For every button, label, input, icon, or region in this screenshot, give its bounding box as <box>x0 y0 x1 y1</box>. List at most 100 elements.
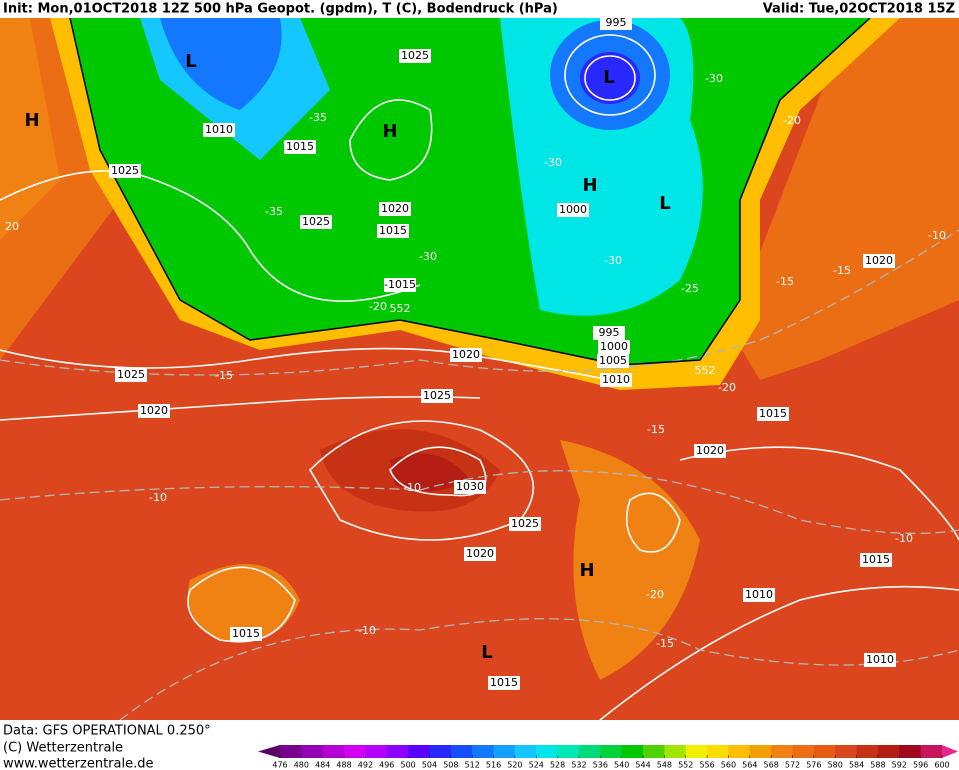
colorbar-tick-label: 568 <box>764 761 779 770</box>
colorbar-swatch <box>813 745 836 758</box>
colorbar-tick-label: 476 <box>272 761 287 770</box>
field-dark-red <box>390 453 470 492</box>
colorbar-swatch <box>621 745 644 758</box>
colorbar-tick-label: 520 <box>507 761 522 770</box>
field-orange-light <box>0 18 60 240</box>
isobar-label: 1020 <box>696 444 724 457</box>
isobar <box>564 34 656 116</box>
isobar-label: 1015 <box>286 140 314 153</box>
colorbar-tick-label: 528 <box>550 761 565 770</box>
colorbar-swatch <box>557 745 580 758</box>
colorbar-tick-label: 596 <box>913 761 928 770</box>
isobar-label: 1015 <box>759 407 787 420</box>
colorbar-swatch <box>664 745 687 758</box>
temperature-label: -20 <box>369 300 387 313</box>
pressure-center: L <box>185 51 196 72</box>
isobar-label-bg <box>863 254 895 268</box>
isobar-label: 1020 <box>452 348 480 361</box>
isobar-label: 1020 <box>381 202 409 215</box>
isobar-label: 1000 <box>600 340 628 353</box>
isobar-label-bg <box>598 340 630 354</box>
temperature-label: -15 <box>215 369 233 382</box>
colorbar-tick-label: 592 <box>892 761 907 770</box>
isobar <box>679 446 959 541</box>
colorbar-swatch <box>578 745 601 758</box>
pressure-center: H <box>579 560 594 581</box>
colorbar-tick-label: 564 <box>742 761 757 770</box>
isobar <box>308 420 535 541</box>
contours <box>0 17 959 721</box>
temperature-label: -15 <box>647 423 665 436</box>
isobar-label-bg <box>464 547 496 561</box>
pressure-center: L <box>481 642 492 663</box>
colorbar-tick-label: 508 <box>443 761 458 770</box>
isobar <box>0 170 421 302</box>
isobar-label-bg <box>203 123 235 137</box>
temperature-label: -20 <box>783 114 801 127</box>
temperature-label: -10 <box>149 491 167 504</box>
isobar-label: 1015 <box>490 676 518 689</box>
colorbar-swatch <box>450 745 473 758</box>
footer-source: Data: GFS OPERATIONAL 0.250° <box>3 724 211 739</box>
colorbar-tick-label: 548 <box>657 761 672 770</box>
isobar-label: 1010 <box>745 588 773 601</box>
colorbar-swatch <box>643 745 665 758</box>
temperature-label: -15 <box>833 264 851 277</box>
colorbar: 476 480 484 488 492 496 500 504 508 512 516 520 524 5… <box>258 745 958 770</box>
isobar-label-bg <box>600 16 632 30</box>
colorbar-swatch <box>856 745 879 758</box>
colorbar-tick-label: 588 <box>870 761 885 770</box>
colorbar-tick-label: 516 <box>486 761 501 770</box>
pressure-center: H <box>582 175 597 196</box>
colorbar-swatch <box>493 745 516 758</box>
isobar-label: 1020 <box>140 404 168 417</box>
temperature-label: -10 <box>403 481 421 494</box>
isobar-label: 1010 <box>866 653 894 666</box>
colorbar-swatch <box>899 745 922 758</box>
colorbar-swatch <box>408 745 430 758</box>
contour-552 <box>69 17 871 366</box>
temperature-label: -10 <box>928 229 946 242</box>
isobar-label: 1025 <box>302 215 330 228</box>
colorbar-tick-label: 480 <box>294 761 309 770</box>
isobar-label-bg <box>300 215 332 229</box>
isobar-label-bg <box>115 368 147 382</box>
temperature-label: -30 <box>705 72 723 85</box>
isobar-label-bg <box>138 404 170 418</box>
colorbar-swatch <box>536 745 559 758</box>
pressure-center: L <box>659 193 670 214</box>
isobar-label-bg <box>864 653 896 667</box>
colorbar-tick-label: 584 <box>849 761 864 770</box>
field-blue <box>160 18 282 110</box>
colorbar-arrow <box>258 745 280 758</box>
colorbar-swatch <box>707 745 729 758</box>
isobar-label-bg <box>450 348 482 362</box>
colorbar-swatch <box>301 745 324 758</box>
isobar-label-bg <box>421 389 453 403</box>
temperature-label: 552 <box>390 302 411 315</box>
temperature-label: -25 <box>681 282 699 295</box>
colorbar-swatch <box>792 745 815 758</box>
isobar-label: -1015 <box>384 278 416 291</box>
isobar-label-bg <box>284 140 316 154</box>
colorbar-tick-label: 560 <box>721 761 736 770</box>
isobar-label: 1005 <box>599 354 627 367</box>
isobar-label-bg <box>757 407 789 421</box>
map-field <box>0 18 959 720</box>
colorbar-swatch <box>920 745 943 758</box>
isobar <box>625 492 681 553</box>
field-orange-light <box>188 564 300 642</box>
isobar-label-bg <box>694 444 726 458</box>
isobar-label: 1010 <box>205 123 233 136</box>
isobar-label-bg <box>860 553 892 567</box>
isobar-label-bg <box>230 627 262 641</box>
colorbar-swatch <box>280 745 302 758</box>
isobar-label: 995 <box>606 16 627 29</box>
isobar-label: 1025 <box>423 389 451 402</box>
colorbar-swatch <box>365 745 388 758</box>
isobar-label-bg <box>600 373 632 387</box>
isobar-label-bg <box>454 480 486 494</box>
colorbar-swatch <box>749 745 772 758</box>
isobar-label-bg <box>743 588 775 602</box>
colorbar-swatch <box>728 745 751 758</box>
